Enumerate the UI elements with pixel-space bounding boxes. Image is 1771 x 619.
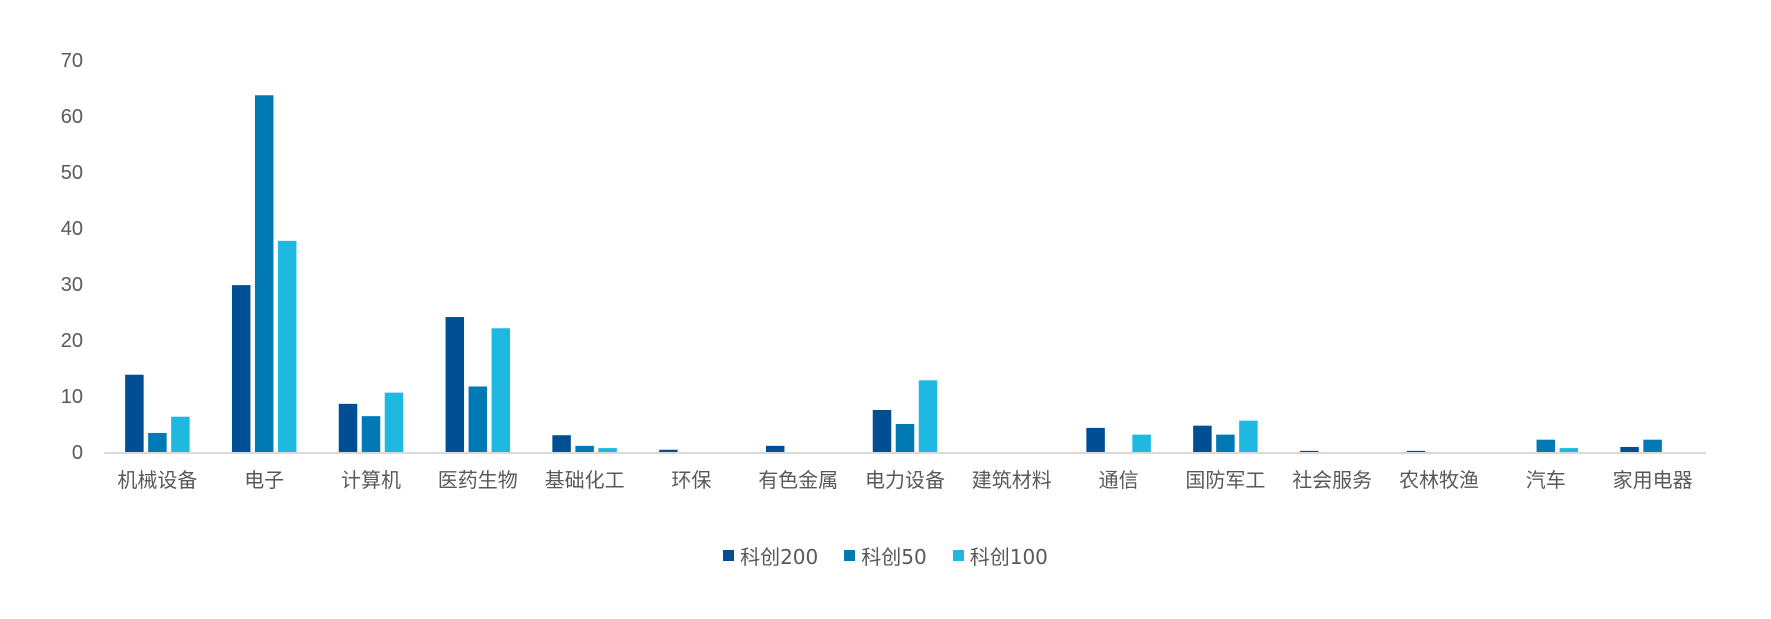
legend-label: 科创50 xyxy=(861,545,927,569)
y-axis-ticks: 0 10 20 30 40 50 60 70 xyxy=(61,50,83,464)
x-tick-label: 医药生物 xyxy=(438,468,518,492)
y-tick-label: 50 xyxy=(61,162,83,184)
bar-科创50-汽车 xyxy=(1536,439,1556,452)
x-tick-label: 计算机 xyxy=(341,468,401,492)
bar-科创100-国防军工 xyxy=(1239,420,1258,452)
legend-item: 科创100 xyxy=(952,541,1048,570)
legend-swatch xyxy=(844,550,856,561)
x-tick-label: 家用电器 xyxy=(1613,468,1693,492)
bar-科创50-国防军工 xyxy=(1216,434,1235,452)
y-tick-label: 0 xyxy=(72,442,83,464)
bar-科创200-基础化工 xyxy=(552,435,571,452)
bar-科创200-环保 xyxy=(659,449,678,452)
bar-科创50-电子 xyxy=(254,95,274,452)
bar-科创200-计算机 xyxy=(338,403,358,452)
bar-科创100-电力设备 xyxy=(918,380,938,452)
bar-科创50-基础化工 xyxy=(575,445,594,452)
legend-swatch xyxy=(952,550,964,561)
x-tick-label: 有色金属 xyxy=(758,468,838,492)
bar-科创50-计算机 xyxy=(361,416,381,452)
bar-科创200-家用电器 xyxy=(1620,446,1639,452)
y-tick-label: 10 xyxy=(61,386,83,408)
legend-label: 科创200 xyxy=(740,545,819,569)
x-tick-label: 电子 xyxy=(244,468,284,492)
bar-科创200-医药生物 xyxy=(445,317,465,452)
bar-科创50-电力设备 xyxy=(895,424,915,452)
x-tick-label: 国防军工 xyxy=(1185,468,1265,492)
bar-科创200-国防军工 xyxy=(1193,425,1212,452)
y-tick-label: 30 xyxy=(61,274,83,296)
bar-科创100-医药生物 xyxy=(491,328,511,452)
bar-科创100-汽车 xyxy=(1559,448,1579,452)
bar-科创200-机械设备 xyxy=(125,374,144,452)
bar-科创200-通信 xyxy=(1086,427,1105,452)
bars xyxy=(125,95,1662,452)
bar-科创200-电子 xyxy=(231,285,251,452)
x-tick-label: 基础化工 xyxy=(545,468,625,492)
bar-科创100-计算机 xyxy=(384,392,404,452)
bar-科创50-家用电器 xyxy=(1643,439,1662,452)
bar-科创50-机械设备 xyxy=(148,432,167,452)
x-tick-label: 电力设备 xyxy=(865,468,945,492)
legend-item: 科创200 xyxy=(723,541,818,570)
bar-科创200-电力设备 xyxy=(872,410,892,452)
legend-label: 科创100 xyxy=(969,545,1048,569)
bar-科创50-医药生物 xyxy=(468,386,488,452)
y-tick-label: 40 xyxy=(61,218,83,240)
x-tick-label: 建筑材料 xyxy=(972,468,1052,492)
legend-swatch xyxy=(723,550,735,561)
bar-科创200-农林牧渔 xyxy=(1406,450,1426,452)
y-tick-label: 60 xyxy=(61,106,83,128)
bar-科创200-有色金属 xyxy=(765,445,785,452)
x-tick-label: 社会服务 xyxy=(1292,468,1372,492)
bar-科创200-社会服务 xyxy=(1299,450,1319,452)
y-tick-label: 20 xyxy=(61,330,83,352)
x-tick-label: 农林牧渔 xyxy=(1399,468,1479,492)
bar-科创100-基础化工 xyxy=(598,448,617,452)
legend-item: 科创50 xyxy=(844,541,927,570)
legend: 科创200 科创50 科创100 xyxy=(0,541,1771,570)
bar-科创100-电子 xyxy=(277,240,297,452)
bar-科创100-机械设备 xyxy=(171,416,190,452)
x-tick-label: 环保 xyxy=(671,468,711,492)
x-tick-label: 机械设备 xyxy=(117,468,197,492)
bar-科创100-通信 xyxy=(1132,434,1151,452)
x-axis-labels: 机械设备 电子 计算机 医药生物 基础化工 环保 有色金属 电力设备 建筑材料 通信 国防军工 社会服… xyxy=(117,468,1692,492)
x-tick-label: 通信 xyxy=(1099,468,1139,492)
y-tick-label: 70 xyxy=(61,50,83,72)
x-tick-label: 汽车 xyxy=(1526,468,1566,492)
